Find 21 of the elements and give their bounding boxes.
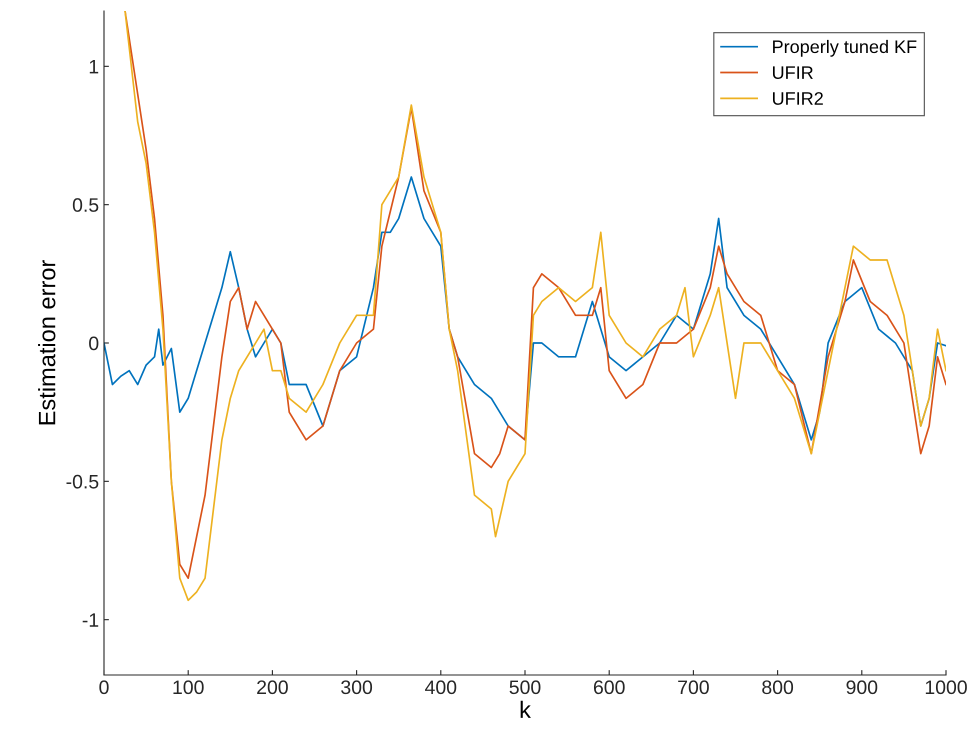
- x-tick-label: 400: [425, 680, 456, 694]
- legend-label: UFIR: [772, 66, 813, 80]
- x-axis-title: k: [520, 700, 531, 718]
- y-tick-label: -1: [82, 613, 98, 627]
- x-tick-label: 900: [846, 680, 878, 694]
- x-tick-label: 600: [594, 680, 625, 694]
- legend-label: UFIR2: [772, 92, 823, 105]
- y-tick-label: 0.5: [72, 198, 98, 212]
- x-tick-label: 1000: [926, 680, 967, 694]
- y-axis-title: Estimation error: [38, 260, 56, 424]
- y-tick-label: -0.5: [66, 474, 98, 489]
- x-tick-label: 0: [99, 680, 109, 694]
- x-tick-label: 800: [762, 680, 794, 694]
- x-tick-label: 200: [257, 680, 288, 694]
- y-tick-label: 1: [90, 60, 98, 74]
- legend-label: Properly tuned KF: [773, 40, 916, 57]
- x-tick-label: 300: [341, 680, 372, 694]
- y-tick-label: 0: [89, 336, 98, 350]
- x-tick-label: 500: [510, 680, 540, 694]
- x-tick-label: 100: [173, 680, 204, 694]
- x-tick-label: 700: [678, 680, 709, 694]
